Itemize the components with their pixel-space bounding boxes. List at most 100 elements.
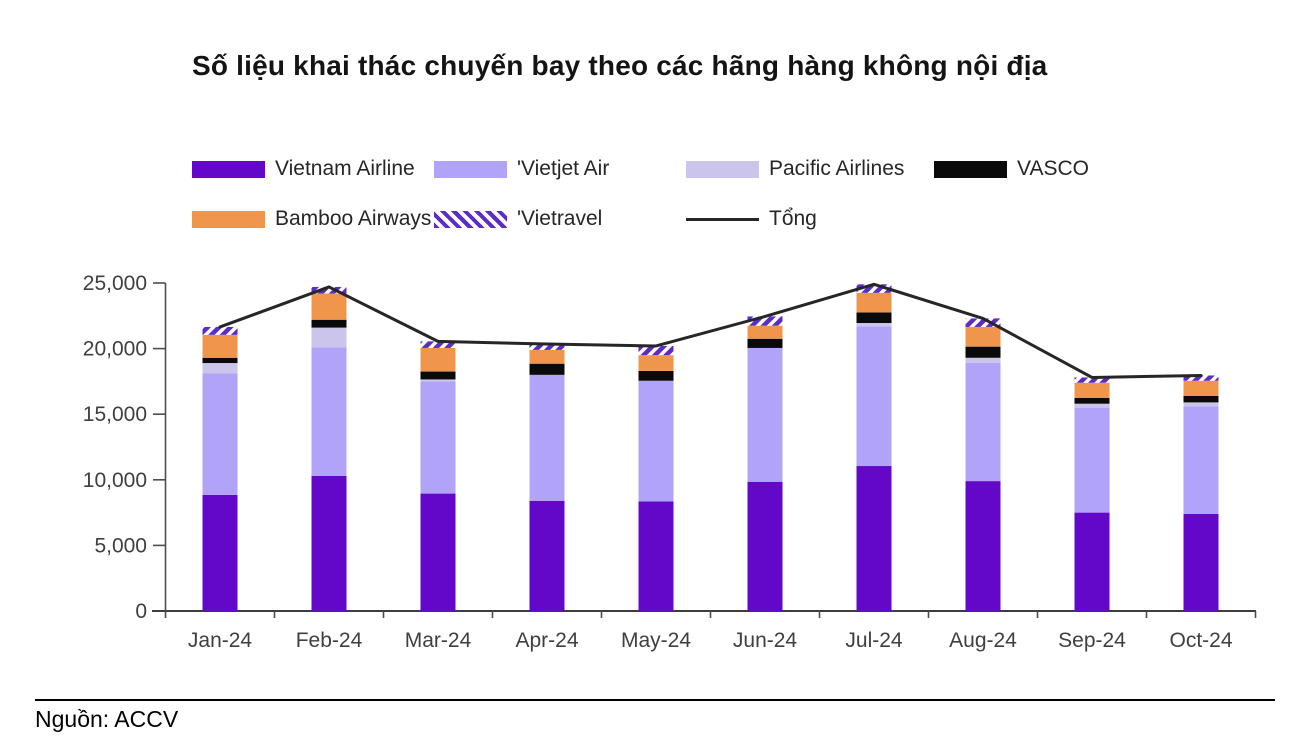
legend-label-vietnam-airline: Vietnam Airline <box>275 157 415 180</box>
y-axis-tick-label: 10,000 <box>83 469 147 492</box>
legend-item-vietjet-air: 'Vietjet Air <box>434 157 610 180</box>
legend-item-pacific-airlines: Pacific Airlines <box>686 157 905 180</box>
bar-segment-vietravel <box>856 284 892 293</box>
bar-segment-vietjet-air <box>1183 406 1219 514</box>
bar-segment-bamboo-airways <box>856 292 892 313</box>
legend-item-bamboo-airways: Bamboo Airways <box>192 207 432 230</box>
bar-segment-vietravel <box>1074 377 1110 383</box>
bar-segment-vietnam-airline <box>420 493 456 611</box>
legend-label-total: Tổng <box>769 207 817 230</box>
y-axis-tick-label: 20,000 <box>83 338 147 361</box>
bar-segment-bamboo-airways <box>747 325 783 339</box>
bar-segment-vietnam-airline <box>311 475 347 611</box>
y-axis-tick-label: 0 <box>135 600 147 623</box>
bar-segment-vasco <box>311 319 347 328</box>
bar-segment-vasco <box>747 338 783 348</box>
bar-segment-vasco <box>638 370 674 381</box>
x-axis-label: Feb-24 <box>296 629 363 652</box>
x-axis-label: Jun-24 <box>733 629 798 652</box>
bar-segment-vietnam-airline <box>1074 512 1110 611</box>
legend-item-vasco: VASCO <box>934 157 1089 180</box>
y-axis-tick-label: 15,000 <box>83 403 147 426</box>
bar-segment-bamboo-airways <box>638 355 674 371</box>
bar-segment-vietravel <box>420 341 456 348</box>
x-axis-label: Apr-24 <box>515 629 578 652</box>
legend-swatch-vietjet-air <box>434 160 507 178</box>
legend-label-vietjet-air: 'Vietjet Air <box>517 157 610 180</box>
x-axis-label: Sep-24 <box>1058 629 1126 652</box>
bar-segment-vietravel <box>529 344 565 350</box>
bar-segment-vietravel <box>311 286 347 294</box>
bar-segment-vietnam-airline <box>529 500 565 611</box>
bar-segment-vietjet-air <box>420 381 456 494</box>
legend-swatch-total-line <box>686 217 759 221</box>
bar-segment-vietnam-airline <box>202 494 238 611</box>
bar-segment-pacific-airlines <box>965 357 1001 364</box>
bar-segment-vietnam-airline <box>1183 513 1219 611</box>
legend-swatch-bamboo-airways <box>192 210 265 228</box>
bar-segment-vietjet-air <box>965 363 1001 482</box>
x-axis-label: Aug-24 <box>949 629 1017 652</box>
footer-divider <box>35 699 1275 701</box>
legend-swatch-vasco <box>934 160 1007 178</box>
bar-segment-vietjet-air <box>1074 407 1110 513</box>
bar-segment-vietjet-air <box>856 326 892 467</box>
bar-segment-vietnam-airline <box>747 481 783 611</box>
bar-segment-vietjet-air <box>202 373 238 495</box>
x-axis-label: Jul-24 <box>845 629 903 652</box>
bar-segment-vasco <box>965 346 1001 358</box>
bar-segment-bamboo-airways <box>420 347 456 372</box>
legend-swatch-pacific-airlines <box>686 160 759 178</box>
legend-swatch-vietravel <box>434 210 507 228</box>
bar-segment-vasco <box>1074 397 1110 404</box>
y-axis-tick-label: 25,000 <box>83 272 147 295</box>
bar-segment-vasco <box>529 363 565 375</box>
bar-segment-vietravel <box>747 316 783 326</box>
bar-segment-vietravel <box>202 326 238 335</box>
x-axis-label: Oct-24 <box>1169 629 1232 652</box>
bar-segment-pacific-airlines <box>202 363 238 374</box>
x-axis-label: Jan-24 <box>188 629 253 652</box>
legend-item-vietnam-airline: Vietnam Airline <box>192 157 415 180</box>
legend-item-total: Tổng <box>686 207 817 230</box>
bar-segment-bamboo-airways <box>529 349 565 364</box>
legend-item-vietravel: 'Vietravel <box>434 207 603 230</box>
bar-segment-pacific-airlines <box>311 327 347 348</box>
legend-swatch-vietnam-airline <box>192 160 265 178</box>
bar-segment-pacific-airlines <box>1183 402 1219 407</box>
legend-label-pacific-airlines: Pacific Airlines <box>769 157 905 180</box>
bar-segment-bamboo-airways <box>965 326 1001 347</box>
bar-segment-vietravel <box>1183 375 1219 381</box>
bar-segment-vietnam-airline <box>638 501 674 611</box>
bar-segment-pacific-airlines <box>420 379 456 382</box>
bar-segment-pacific-airlines <box>1074 403 1110 408</box>
source-label: Nguồn: ACCV <box>35 706 179 732</box>
legend-label-vietravel: 'Vietravel <box>517 207 603 230</box>
total-line <box>218 282 1203 379</box>
y-axis-tick-label: 5,000 <box>94 534 147 557</box>
bar-segment-vietjet-air <box>529 374 565 501</box>
bar-segment-bamboo-airways <box>311 293 347 320</box>
chart-title: Số liệu khai thác chuyến bay theo các hã… <box>192 50 1048 81</box>
bar-segment-vietjet-air <box>311 347 347 476</box>
bar-segment-vietravel <box>638 345 674 356</box>
bar-segment-vietjet-air <box>638 380 674 502</box>
x-axis-label: Mar-24 <box>405 629 472 652</box>
bar-segment-bamboo-airways <box>1183 380 1219 396</box>
bar-segment-pacific-airlines <box>856 323 892 327</box>
bar-segment-vietnam-airline <box>965 481 1001 611</box>
bar-segment-vasco <box>202 357 238 364</box>
bar-segment-bamboo-airways <box>1074 382 1110 398</box>
x-axis-label: May-24 <box>621 629 691 652</box>
bar-segment-vasco <box>856 312 892 324</box>
bar-segment-bamboo-airways <box>202 334 238 358</box>
legend-label-bamboo-airways: Bamboo Airways <box>275 207 432 230</box>
bar-segment-vasco <box>1183 395 1219 403</box>
bar-segment-vietjet-air <box>747 347 783 482</box>
bar-segment-vietravel <box>965 318 1001 327</box>
legend-label-vasco: VASCO <box>1017 157 1089 180</box>
bar-segment-vasco <box>420 371 456 380</box>
bar-segment-vietnam-airline <box>856 466 892 611</box>
